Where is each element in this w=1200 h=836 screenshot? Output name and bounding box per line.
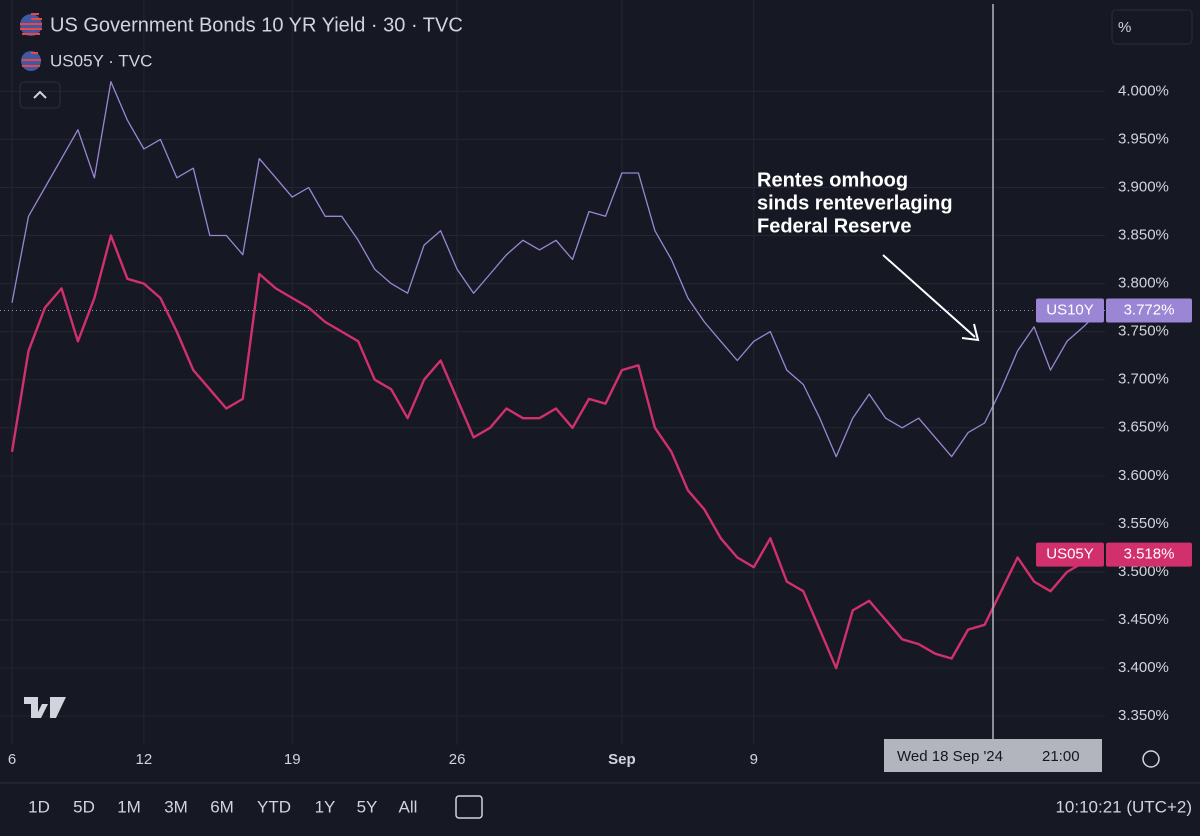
arrow-head bbox=[961, 323, 980, 342]
range-button[interactable]: 5D bbox=[73, 797, 95, 816]
grid bbox=[0, 0, 1105, 745]
clock: 10:10:21 (UTC+2) bbox=[1055, 797, 1192, 816]
price-tag bbox=[1106, 542, 1192, 567]
x-tick-label: 9 bbox=[750, 751, 758, 768]
y-tick-label: 3.550% bbox=[1118, 515, 1169, 532]
y-tick-label: 3.900% bbox=[1118, 178, 1169, 195]
y-tick-label: 4.000% bbox=[1118, 82, 1169, 99]
flag-stripes bbox=[22, 52, 41, 67]
collapse-button[interactable] bbox=[19, 81, 61, 109]
range-button[interactable]: All bbox=[399, 797, 418, 816]
last-value-label: 3.518% bbox=[1124, 546, 1175, 563]
settings-icon[interactable] bbox=[1142, 750, 1160, 768]
range-button[interactable]: 5Y bbox=[357, 797, 378, 816]
y-tick-label: 3.600% bbox=[1118, 467, 1169, 484]
crosshair-date: Wed 18 Sep '24 bbox=[897, 748, 1003, 765]
range-button[interactable]: 3M bbox=[164, 797, 188, 816]
flag-stripes bbox=[20, 13, 42, 35]
range-button[interactable]: 6M bbox=[210, 797, 234, 816]
annotation: Federal Reserve bbox=[757, 215, 912, 237]
scale-button[interactable] bbox=[1111, 9, 1193, 45]
x-tick-label: 19 bbox=[284, 751, 301, 768]
price-tag bbox=[1036, 542, 1104, 567]
y-tick-label: 3.700% bbox=[1118, 371, 1169, 388]
y-tick-label: 3.450% bbox=[1118, 611, 1169, 628]
series-line bbox=[10, 234, 1101, 670]
y-tick-label: 3.500% bbox=[1118, 563, 1169, 580]
x-tick-label: 6 bbox=[8, 751, 16, 768]
crosshair-time: 21:00 bbox=[1042, 748, 1080, 765]
y-tick-label: 3.750% bbox=[1118, 323, 1169, 340]
x-tick-label: 26 bbox=[449, 751, 466, 768]
y-tick-label: 3.350% bbox=[1118, 707, 1169, 724]
series-line bbox=[11, 81, 1101, 458]
y-tick-label: 3.650% bbox=[1118, 419, 1169, 436]
scale-button-label: % bbox=[1118, 19, 1131, 36]
price-tag bbox=[1106, 298, 1192, 323]
y-tick-label: 3.800% bbox=[1118, 275, 1169, 292]
last-value-label: 3.772% bbox=[1124, 301, 1175, 318]
y-tick-label: 3.400% bbox=[1118, 659, 1169, 676]
range-button[interactable]: 1M bbox=[117, 797, 141, 816]
range-button[interactable]: 1Y bbox=[315, 797, 336, 816]
range-button[interactable]: YTD bbox=[257, 797, 291, 816]
y-tick-label: 3.950% bbox=[1118, 130, 1169, 147]
collapse-icon bbox=[33, 90, 47, 99]
y-tick-label: 3.850% bbox=[1118, 226, 1169, 243]
x-tick-label: 12 bbox=[136, 751, 153, 768]
legend-entry: US05Y bbox=[1046, 546, 1094, 563]
plot bbox=[0, 81, 1105, 670]
range-bar: 1D 5D 1M 3M 6M YTD 1Y 5Y All bbox=[28, 797, 417, 816]
crosshair-label bbox=[884, 739, 1102, 772]
logo bbox=[24, 697, 66, 718]
price-tag bbox=[1036, 298, 1104, 323]
x-tick-label: Sep bbox=[608, 751, 636, 768]
legend-entry: US10Y bbox=[1046, 301, 1094, 318]
annotation: sinds renteverlaging bbox=[757, 192, 953, 214]
annotation: Rentes omhoog bbox=[757, 169, 908, 191]
chart-subtitle: US05Y · TVC bbox=[50, 51, 152, 70]
annotation-arrow bbox=[882, 254, 976, 338]
chart-title: US Government Bonds 10 YR Yield · 30 · T… bbox=[50, 14, 463, 36]
date-range-icon[interactable] bbox=[455, 795, 483, 819]
range-button[interactable]: 1D bbox=[28, 797, 50, 816]
